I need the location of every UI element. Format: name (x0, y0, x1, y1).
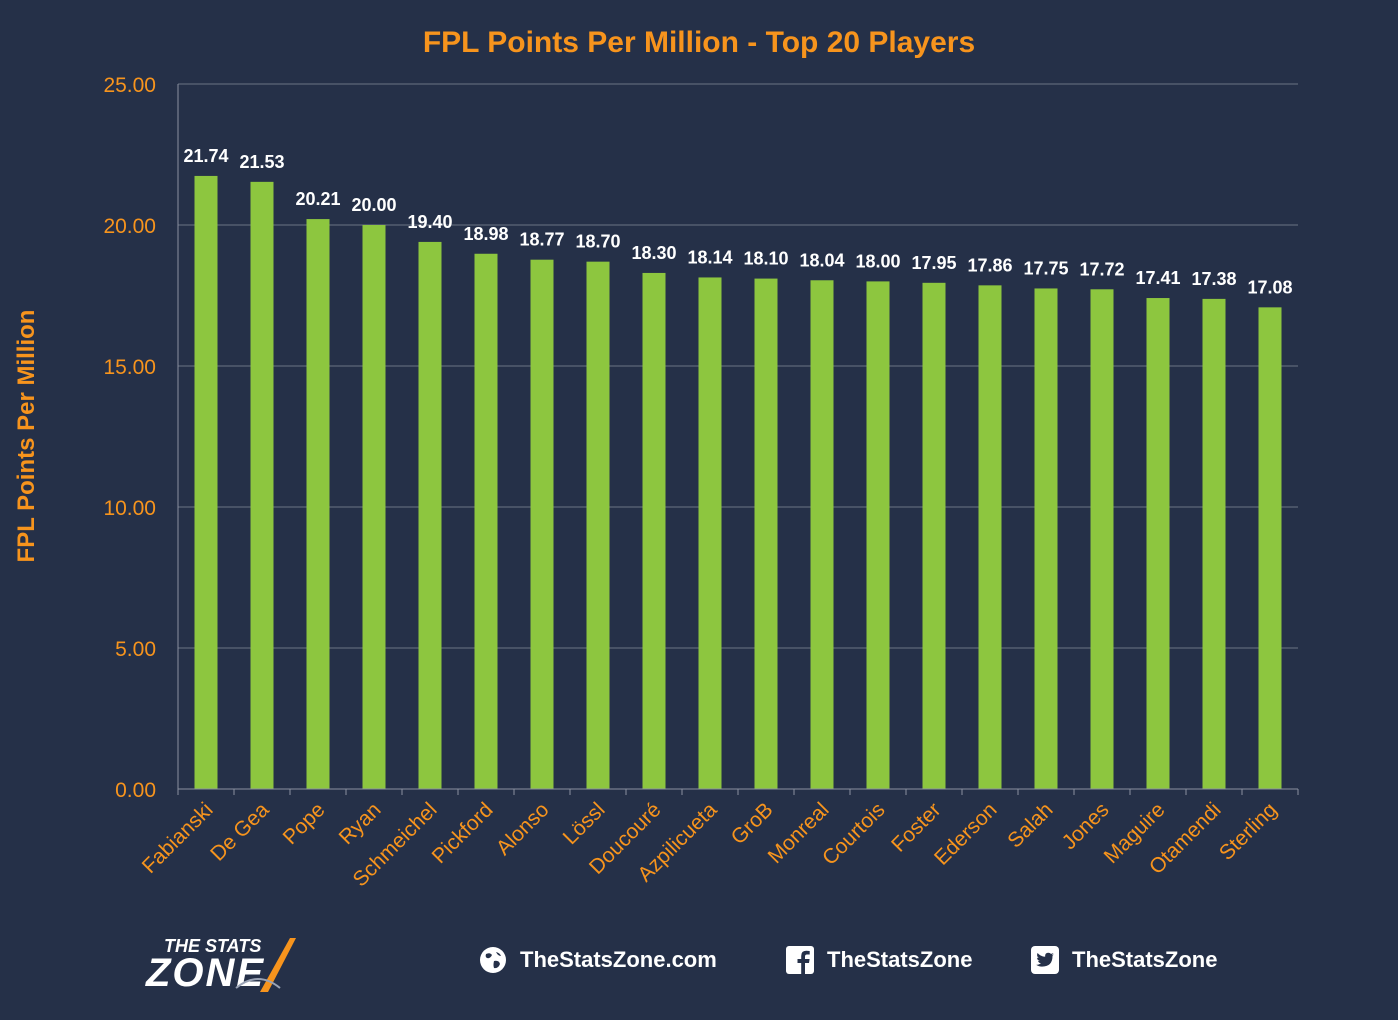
y-tick-label: 20.00 (103, 215, 156, 238)
bar (362, 225, 386, 789)
data-label: 17.08 (1247, 277, 1292, 297)
x-tick-label: Fabianski (138, 798, 218, 878)
data-label: 17.41 (1135, 268, 1180, 288)
data-label: 17.38 (1191, 269, 1236, 289)
data-label: 17.86 (967, 255, 1012, 275)
data-label: 18.14 (687, 247, 732, 267)
data-label: 18.77 (519, 230, 564, 250)
data-label: 19.40 (407, 212, 452, 232)
logo-graphic: THE STATS ZONE (145, 936, 296, 995)
bar (698, 277, 722, 789)
bar (530, 259, 554, 789)
x-tick-label: Pickford (428, 798, 498, 868)
data-label: 18.98 (463, 224, 508, 244)
data-label: 18.04 (799, 250, 844, 270)
data-labels: 21.74 21.53 20.21 20.00 19.40 18.98 18.77 18.70… (183, 146, 1292, 297)
logo-bottom-text: ZONE (145, 951, 265, 995)
data-label: 17.95 (911, 253, 956, 273)
data-label: 20.21 (295, 189, 340, 209)
y-tick-label: 25.00 (103, 74, 156, 97)
bar (1202, 298, 1226, 789)
x-tick-label: Lössl (559, 798, 610, 849)
x-tick-label: Ederson (930, 798, 1002, 870)
logo-slash-icon (260, 938, 296, 992)
data-label: 18.00 (855, 251, 900, 271)
y-tick-label: 0.00 (115, 779, 156, 802)
data-label: 20.00 (351, 195, 396, 215)
website-text: TheStatsZone.com (520, 947, 717, 972)
bar (586, 261, 610, 789)
bar (978, 285, 1002, 789)
x-tick-label: Salah (1003, 798, 1057, 852)
x-tick-label: Ryan (335, 798, 386, 849)
footer-facebook[interactable]: TheStatsZone (785, 945, 972, 975)
bar (642, 272, 666, 789)
logo-arc-icon (235, 978, 281, 989)
bar (754, 278, 778, 789)
chart-title: FPL Points Per Million - Top 20 Players (423, 26, 975, 59)
bar (194, 175, 218, 789)
bar (474, 253, 498, 789)
x-tick-label: De Gea (206, 798, 274, 866)
footer-website[interactable]: TheStatsZone.com (478, 945, 717, 975)
bar (1258, 307, 1282, 789)
y-tick-label: 5.00 (115, 638, 156, 661)
data-label: 18.30 (631, 243, 676, 263)
facebook-icon (786, 946, 814, 974)
bar (810, 280, 834, 789)
globe-icon (480, 947, 506, 973)
logo-top-text: THE STATS (164, 936, 261, 956)
data-label: 21.74 (183, 146, 228, 166)
bar (1090, 289, 1114, 789)
bar (1034, 288, 1058, 789)
x-tick-label: Alonso (492, 798, 554, 860)
data-label: 17.75 (1023, 258, 1068, 278)
bar (418, 241, 442, 790)
y-tick-label: 15.00 (103, 356, 156, 379)
x-tick-label: Pope (279, 798, 330, 849)
gridlines (177, 83, 1298, 789)
stats-zone-logo: THE STATS ZONE (140, 930, 355, 1000)
x-tick-label: Courtois (818, 798, 890, 870)
bar (306, 219, 330, 789)
y-tick-label: 10.00 (103, 497, 156, 520)
data-label: 18.10 (743, 249, 788, 269)
twitter-text: TheStatsZone (1072, 947, 1218, 972)
facebook-text: TheStatsZone (827, 947, 973, 972)
x-tick-label: GroB (727, 798, 778, 849)
data-label: 18.70 (575, 232, 620, 252)
bars (194, 175, 1282, 790)
y-axis-label: FPL Points Per Million (13, 310, 40, 563)
bar (250, 181, 274, 789)
bar (922, 282, 946, 789)
data-label: 21.53 (239, 152, 284, 172)
y-tick-labels: 0.00 5.00 10.00 15.00 20.00 25.00 (103, 74, 156, 802)
bar (1146, 298, 1170, 789)
x-tick-label: Sterling (1215, 798, 1282, 865)
bar (866, 281, 890, 789)
data-label: 17.72 (1079, 259, 1124, 279)
footer-twitter[interactable]: TheStatsZone (1030, 945, 1217, 975)
twitter-icon (1031, 946, 1059, 974)
